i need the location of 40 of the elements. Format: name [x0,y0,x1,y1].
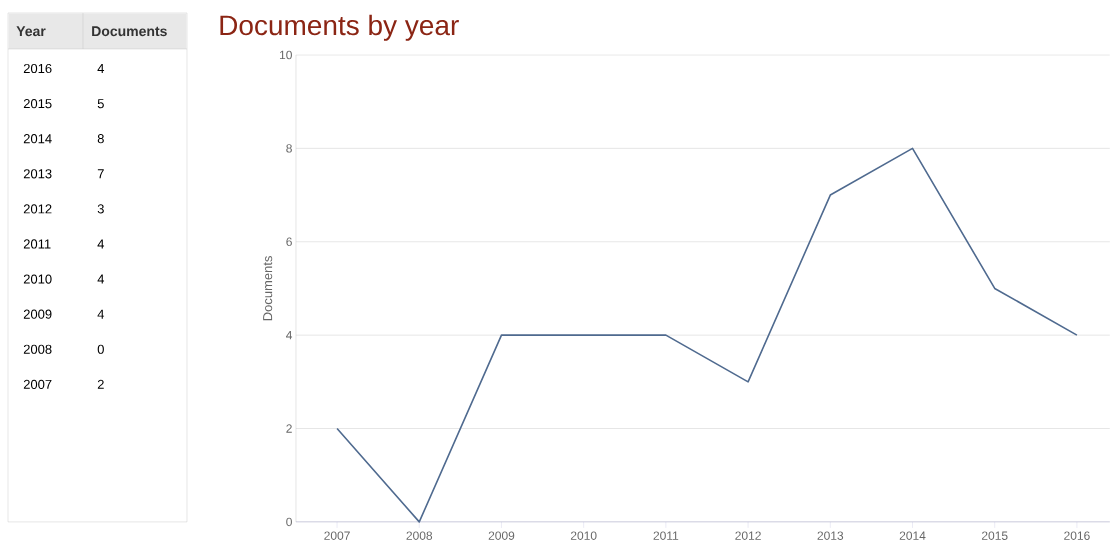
category-label: 2010 [23,274,52,284]
text: Documents [92,26,167,37]
chart-title: Documents by year [220,14,459,41]
y-tick-label: 4 [286,331,293,340]
x-tick-label: 2009 [488,531,515,540]
text: 2 [97,379,104,389]
category-label: 2008 [23,344,52,354]
y-tick-label: 2 [286,424,292,433]
category-label: 2013 [23,169,52,179]
x-tick-label: 2008 [406,531,433,540]
category-label: 2014 [23,134,52,144]
category-label: 2012 [23,204,52,214]
x-tick-label: 2010 [570,531,597,540]
text: 5 [97,99,104,109]
y-tick-label: 6 [286,237,292,247]
y-tick-label: 8 [286,144,292,153]
x-tick-label: 2011 [653,531,679,540]
x-tick-label: 2015 [981,531,1008,540]
y-tick-label: 0 [286,517,292,527]
text: 4 [97,239,105,249]
text: 7 [97,169,104,179]
text: 3 [97,204,104,214]
text: Year [16,26,46,37]
text: 8 [97,134,104,144]
y-tick-label: 10 [279,50,292,60]
y-axis-title: Documents [263,256,273,321]
x-tick-label: 2012 [735,531,761,540]
x-tick-label: 2014 [899,531,926,540]
x-tick-label: 2016 [1064,531,1090,540]
x-tick-label: 2013 [817,531,844,540]
x-tick-label: 2007 [324,531,350,540]
category-label: 2016 [23,63,52,74]
category-label: 2009 [23,309,52,319]
text: 4 [97,274,105,284]
text: 4 [97,309,105,319]
text: 0 [97,344,104,354]
category-label: 2007 [23,379,52,389]
category-label: 2015 [23,99,52,109]
text: 4 [97,64,105,74]
category-label: 2011 [23,239,51,249]
